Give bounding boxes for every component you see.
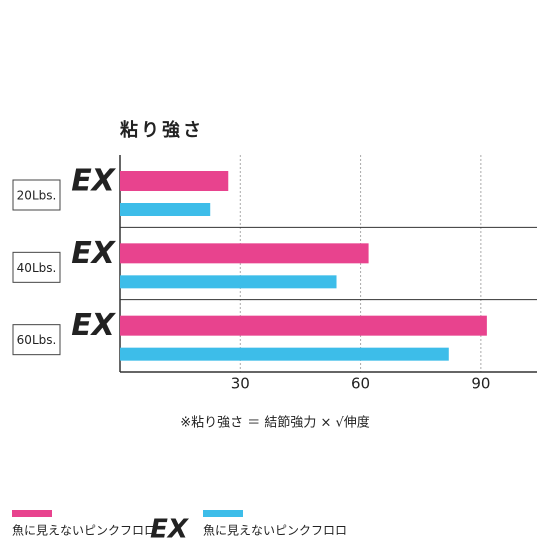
x-tick-label: 60 [351,375,370,393]
y-tick-label: 60Lbs. [17,333,57,347]
bar [120,203,211,216]
bar [120,275,337,289]
legend-label: 魚に見えないピンクフロロ [203,524,347,538]
legend-swatch [12,510,52,517]
legend-label: 魚に見えないピンクフロロ [12,524,156,538]
category-box [12,324,61,356]
bar [120,171,229,191]
bar [120,243,369,264]
ex-logo: EX [71,236,116,271]
category-box [12,251,61,283]
category-box [12,179,61,211]
x-tick-label: 30 [231,375,250,393]
chart-title: 粘り強さ [120,119,204,141]
legend-ex-logo: EX [150,515,190,545]
legend-swatch [203,510,243,517]
bar [120,347,449,361]
bar [120,315,487,336]
y-tick-label: 40Lbs. [17,261,57,275]
y-tick-label: 20Lbs. [17,189,57,203]
ex-logo: EX [71,308,116,343]
ex-logo: EX [71,164,116,199]
x-tick-label: 90 [471,375,490,393]
note: ※粘り強さ ＝ 結節強力 × √伸度 [180,415,370,431]
